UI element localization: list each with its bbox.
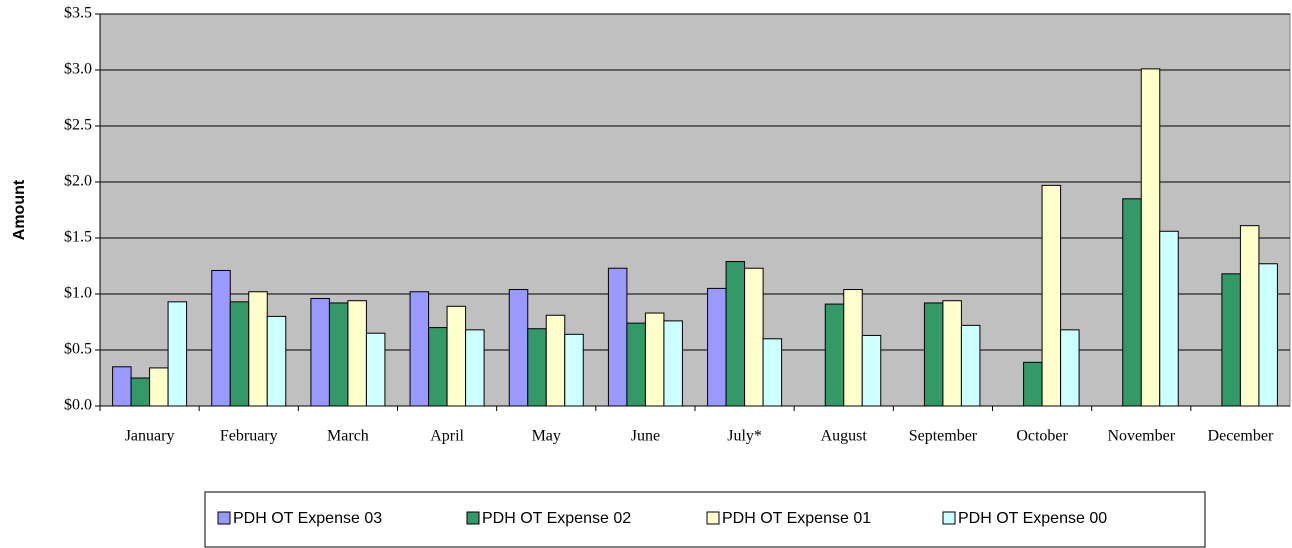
bar: [1041, 184, 1062, 407]
bar: [707, 287, 727, 407]
legend-swatch: [217, 511, 231, 525]
bar: [1023, 361, 1043, 407]
y-tick-label: $1.0: [64, 285, 92, 302]
bar: [409, 291, 430, 407]
legend-label: PDH OT Expense 02: [482, 510, 631, 527]
legend-swatch: [706, 511, 720, 525]
bar: [266, 315, 287, 407]
y-tick-label: $3.5: [64, 5, 92, 22]
y-tick-label: $2.0: [64, 173, 92, 190]
bar: [527, 328, 547, 407]
plot-area: [99, 13, 1291, 407]
bar: [365, 332, 386, 407]
x-tick-label: May: [532, 428, 561, 445]
bar: [1258, 263, 1278, 407]
bar: [644, 312, 665, 407]
bar: [248, 291, 268, 407]
bar: [725, 261, 746, 407]
y-axis-label: Amount: [11, 179, 28, 240]
bar: [942, 300, 962, 407]
bar: [1221, 273, 1241, 407]
x-tick-label: October: [1016, 428, 1068, 445]
bar: [229, 301, 250, 407]
x-tick-label: August: [821, 428, 868, 445]
bar: [762, 338, 783, 407]
x-tick-label: June: [631, 428, 660, 445]
bar: [1239, 225, 1260, 407]
legend-label: PDH OT Expense 03: [233, 510, 382, 527]
bar: [465, 329, 485, 407]
x-tick-label: January: [125, 428, 175, 445]
bar: [824, 303, 845, 407]
bar: [1122, 198, 1142, 407]
y-tick-label: $2.5: [64, 117, 92, 134]
bar: [663, 320, 683, 407]
bar: [626, 322, 646, 407]
bar: [149, 367, 169, 407]
y-tick-label: $0.5: [64, 341, 92, 358]
bar: [744, 267, 764, 407]
bar: [328, 302, 349, 407]
bar: [211, 269, 231, 407]
bar: [167, 301, 188, 407]
x-tick-label: February: [220, 428, 278, 445]
bar: [923, 302, 944, 407]
bar: [960, 324, 981, 407]
legend-label: PDH OT Expense 00: [958, 510, 1107, 527]
x-tick-label: March: [327, 428, 369, 445]
x-tick-label: April: [430, 428, 464, 445]
legend-label: PDH OT Expense 01: [722, 510, 871, 527]
bar: [347, 300, 367, 407]
bar: [564, 333, 584, 407]
legend-box: [204, 491, 1206, 548]
bar: [508, 289, 529, 407]
bar: [130, 377, 151, 407]
y-tick-label: $3.0: [64, 61, 92, 78]
bar: [112, 366, 132, 407]
x-tick-label: December: [1208, 428, 1274, 445]
bar: [861, 334, 882, 407]
y-tick-label: $0.0: [64, 397, 92, 414]
bar: [607, 267, 628, 407]
bar: [1060, 329, 1080, 407]
bar: [545, 314, 566, 407]
bar: [310, 297, 330, 407]
legend-swatch: [942, 511, 956, 525]
bar: [1140, 68, 1161, 407]
legend-swatch: [466, 511, 480, 525]
bar: [428, 327, 448, 407]
bar: [446, 305, 467, 407]
y-tick-label: $1.5: [64, 229, 92, 246]
x-tick-label: September: [909, 428, 978, 445]
x-tick-label: November: [1107, 428, 1175, 445]
x-tick-label: July*: [727, 428, 762, 445]
bar: [1159, 230, 1179, 407]
bar: [843, 289, 863, 407]
